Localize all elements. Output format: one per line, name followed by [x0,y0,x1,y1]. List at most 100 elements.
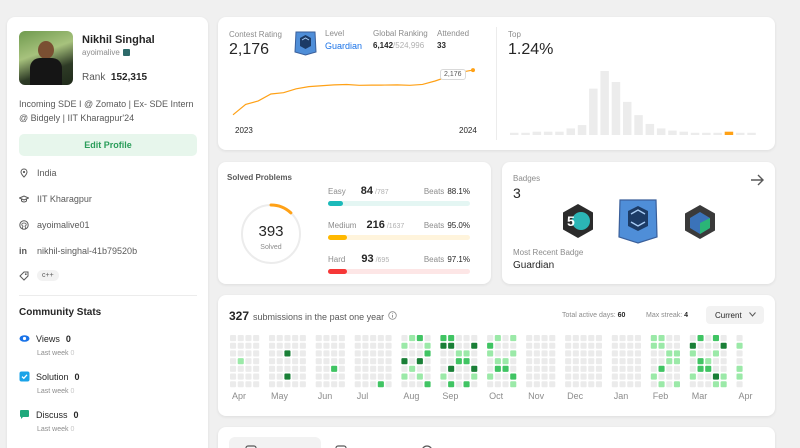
heatmap-cell[interactable] [650,350,657,357]
heatmap-cell[interactable] [354,358,361,365]
heatmap-cell[interactable] [455,350,462,357]
heatmap-cell[interactable] [666,358,673,365]
heatmap-cell[interactable] [299,358,306,365]
heatmap-cell[interactable] [666,365,673,372]
heatmap-cell[interactable] [276,373,283,380]
heatmap-cell[interactable] [292,373,299,380]
heatmap-cell[interactable] [533,381,540,388]
heatmap-cell[interactable] [572,335,579,342]
heatmap-cell[interactable] [284,365,291,372]
heatmap-cell[interactable] [487,335,494,342]
heatmap-cell[interactable] [611,373,618,380]
heatmap-cell[interactable] [549,350,556,357]
heatmap-cell[interactable] [541,358,548,365]
heatmap-cell[interactable] [510,365,517,372]
heatmap-cell[interactable] [463,335,470,342]
heatmap-cell[interactable] [666,335,673,342]
heatmap-cell[interactable] [331,373,338,380]
heatmap-cell[interactable] [541,365,548,372]
heatmap-cell[interactable] [471,350,478,357]
heatmap-cell[interactable] [502,381,509,388]
heatmap-cell[interactable] [284,342,291,349]
heatmap-cell[interactable] [611,350,618,357]
heatmap-cell[interactable] [377,358,384,365]
heatmap-cell[interactable] [440,335,447,342]
heatmap-cell[interactable] [673,342,680,349]
heatmap-cell[interactable] [572,342,579,349]
heatmap-cell[interactable] [377,350,384,357]
heatmap-cell[interactable] [650,358,657,365]
heatmap-cell[interactable] [658,373,665,380]
heatmap-cell[interactable] [595,335,602,342]
heatmap-cell[interactable] [580,373,587,380]
heatmap-cell[interactable] [588,365,595,372]
heatmap-cell[interactable] [634,373,641,380]
heatmap-cell[interactable] [689,373,696,380]
heatmap-cell[interactable] [370,358,377,365]
heatmap-cell[interactable] [595,358,602,365]
heatmap-cell[interactable] [269,365,276,372]
heatmap-cell[interactable] [370,335,377,342]
heatmap-cell[interactable] [697,335,704,342]
heatmap-cell[interactable] [595,381,602,388]
heatmap-cell[interactable] [471,358,478,365]
heatmap-cell[interactable] [526,350,533,357]
heatmap-cell[interactable] [354,373,361,380]
heatmap-cell[interactable] [712,373,719,380]
heatmap-cell[interactable] [502,335,509,342]
rating-current-point[interactable] [471,68,475,73]
heatmap-cell[interactable] [401,350,408,357]
heatmap-cell[interactable] [666,350,673,357]
heatmap-cell[interactable] [565,373,572,380]
heatmap-cell[interactable] [611,342,618,349]
heatmap-cell[interactable] [712,365,719,372]
heatmap-cell[interactable] [362,358,369,365]
heatmap-cell[interactable] [533,358,540,365]
heatmap-cell[interactable] [253,358,260,365]
heatmap-cell[interactable] [463,342,470,349]
top-bar[interactable] [656,128,666,135]
heatmap-cell[interactable] [487,350,494,357]
heatmap-cell[interactable] [705,381,712,388]
heatmap-cell[interactable] [588,373,595,380]
heatmap-cell[interactable] [736,358,743,365]
heatmap-cell[interactable] [284,381,291,388]
heatmap-cell[interactable] [627,365,634,372]
heatmap-cell[interactable] [619,350,626,357]
top-bar[interactable] [634,115,643,135]
heatmap-cell[interactable] [362,350,369,357]
heatmap-cell[interactable] [736,365,743,372]
heatmap-cell[interactable] [595,365,602,372]
heatmap-cell[interactable] [237,381,244,388]
heatmap-cell[interactable] [619,365,626,372]
heatmap-cell[interactable] [331,358,338,365]
heatmap-cell[interactable] [409,335,416,342]
heatmap-cell[interactable] [338,350,345,357]
heatmap-cell[interactable] [736,381,743,388]
heatmap-cell[interactable] [697,342,704,349]
heatmap-cell[interactable] [494,365,501,372]
heatmap-cell[interactable] [627,373,634,380]
heatmap-cell[interactable] [331,335,338,342]
heatmap-cell[interactable] [565,350,572,357]
heatmap-cell[interactable] [245,358,252,365]
heatmap-cell[interactable] [401,381,408,388]
heatmap-cell[interactable] [533,350,540,357]
heatmap-cell[interactable] [276,381,283,388]
heatmap-cell[interactable] [377,381,384,388]
heatmap-cell[interactable] [720,365,727,372]
heatmap-cell[interactable] [315,358,322,365]
heatmap-cell[interactable] [237,358,244,365]
heatmap-cell[interactable] [245,381,252,388]
heatmap-cell[interactable] [424,381,431,388]
heatmap-cell[interactable] [736,335,743,342]
heatmap-cell[interactable] [424,335,431,342]
heatmap-cell[interactable] [237,342,244,349]
heatmap-cell[interactable] [634,365,641,372]
heatmap-cell[interactable] [533,342,540,349]
heatmap-cell[interactable] [377,373,384,380]
heatmap-cell[interactable] [526,358,533,365]
heatmap-cell[interactable] [565,381,572,388]
heatmap-cell[interactable] [292,358,299,365]
heatmap-cell[interactable] [299,381,306,388]
